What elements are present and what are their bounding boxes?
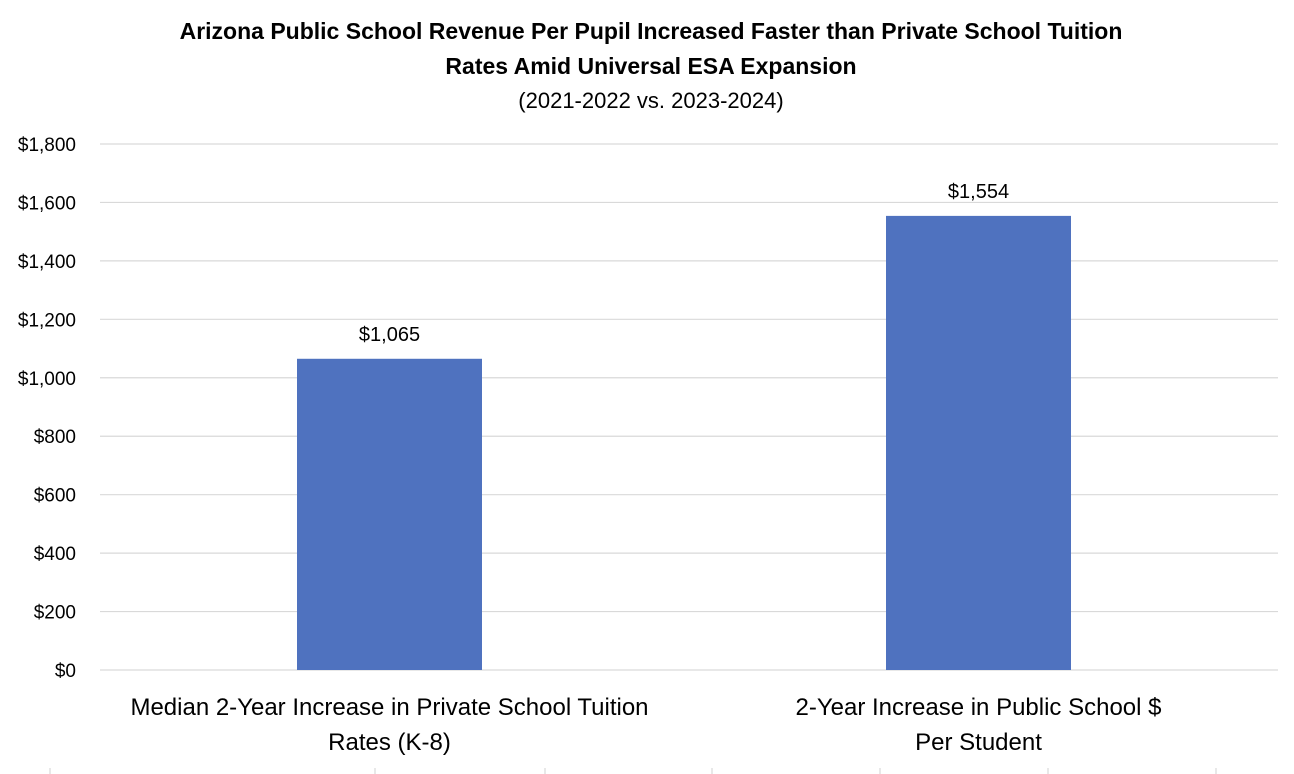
data-label: $1,554 [948,181,1009,203]
chart-title-block: Arizona Public School Revenue Per Pupil … [0,14,1294,118]
y-tick-label: $600 [34,486,76,507]
x-tick-label: Per Student [915,729,1042,756]
y-tick-label: $0 [55,661,76,682]
y-tick-label: $400 [34,544,76,565]
y-tick-label: $800 [34,427,76,448]
bar [297,358,482,670]
y-tick-label: $1,400 [18,252,76,273]
chart-title: Arizona Public School Revenue Per Pupil … [179,18,1123,79]
chart-subtitle: (2021-2022 vs. 2023-2024) [518,88,784,113]
data-label: $1,065 [359,324,420,346]
y-tick-label: $1,200 [18,310,76,331]
y-tick-label: $1,000 [18,369,76,390]
x-tick-label: 2-Year Increase in Public School $ [796,694,1162,721]
y-tick-label: $200 [34,603,76,624]
y-tick-label: $1,800 [18,135,76,156]
y-tick-label: $1,600 [18,193,76,214]
x-tick-label: Median 2-Year Increase in Private School… [130,694,648,721]
x-tick-label: Rates (K-8) [328,729,451,756]
bar [886,215,1071,671]
